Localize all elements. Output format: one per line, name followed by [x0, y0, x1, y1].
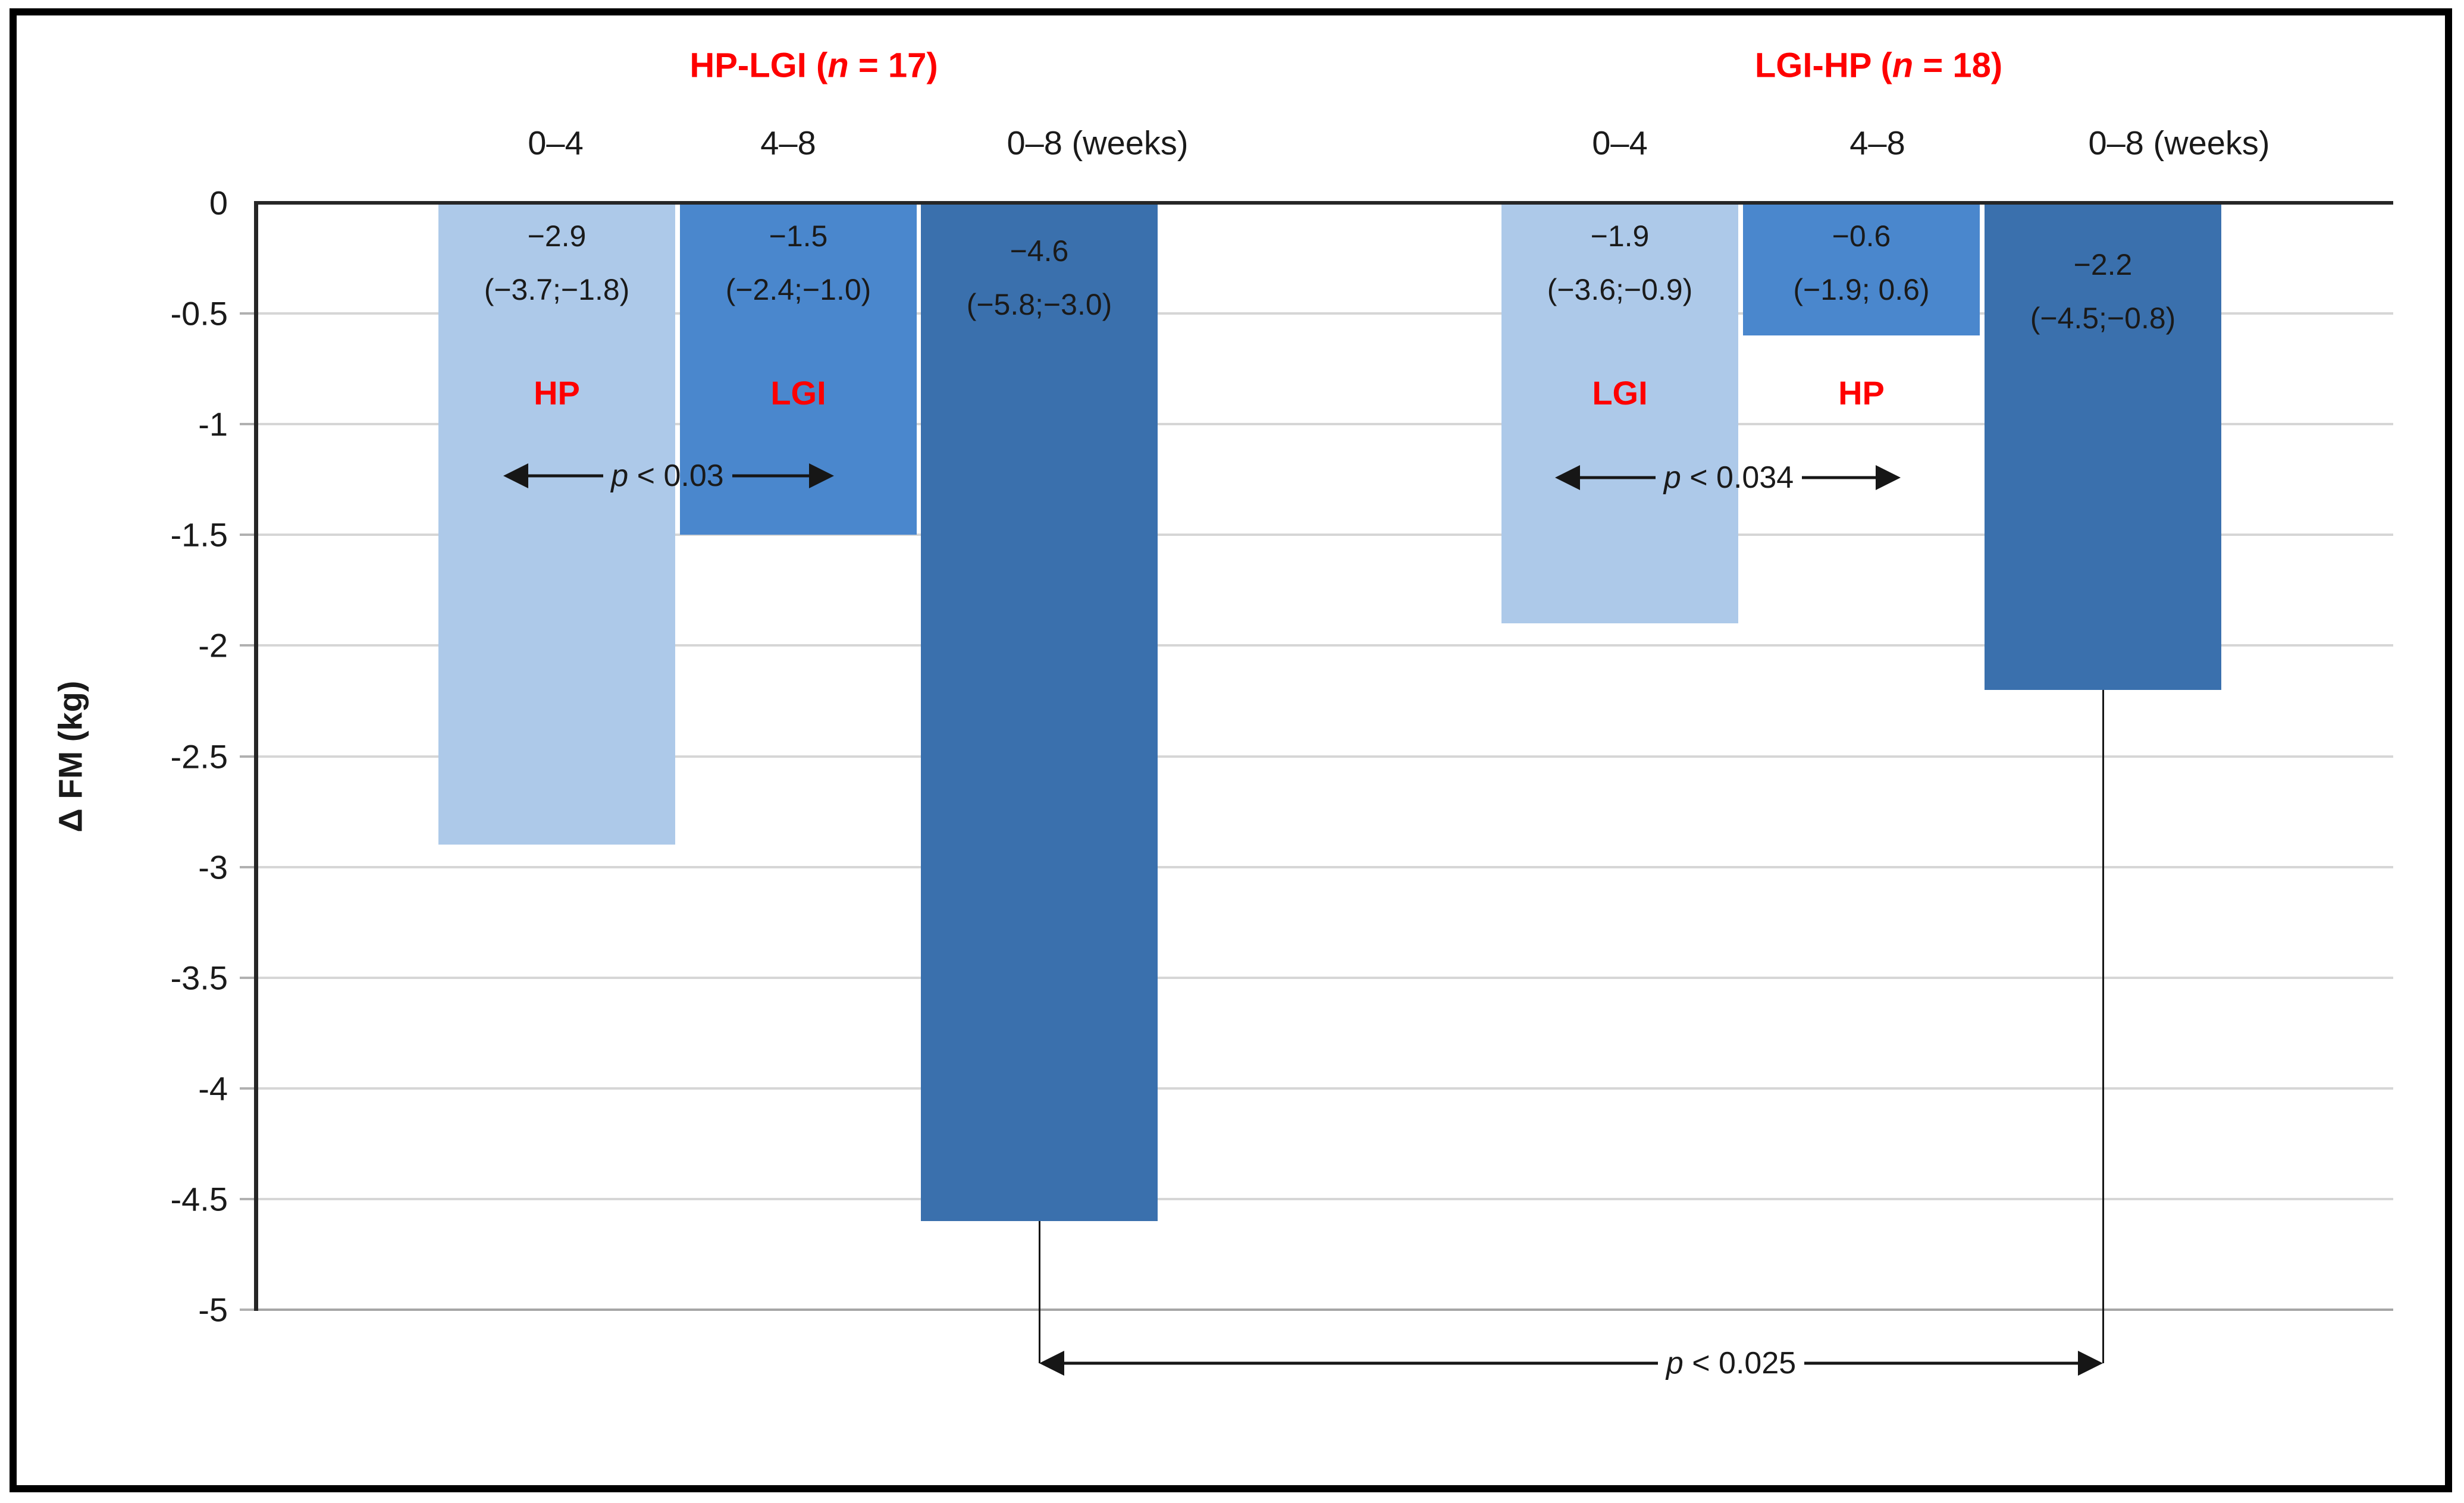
p-arrow-line: [1573, 476, 1656, 479]
within-group-p-annotation: p < 0.03: [503, 458, 834, 494]
group-title-n: n: [827, 46, 849, 85]
p-symbol: p: [611, 459, 629, 493]
p-value: < 0.025: [1683, 1346, 1797, 1380]
diet-label: LGI: [770, 374, 826, 412]
y-tick-label: -3: [198, 848, 228, 886]
p-value-text: p < 0.025: [1666, 1345, 1796, 1381]
group-title-prefix: LGI-HP (: [1754, 46, 1892, 85]
y-axis-tick: [240, 1198, 254, 1200]
gridline: [254, 312, 2393, 315]
column-header: 0–4: [528, 124, 584, 162]
bar-value-label: −4.6: [1010, 234, 1069, 268]
y-tick-label: -3.5: [170, 959, 228, 997]
column-header: 0–8 (weeks): [1007, 124, 1189, 162]
y-axis-tick: [240, 977, 254, 979]
bar-ci-label: (−3.6;−0.9): [1547, 273, 1693, 306]
x-axis-line: [254, 201, 2393, 205]
gridline: [254, 534, 2393, 536]
bar-ci-label: (−1.9; 0.6): [1793, 273, 1930, 306]
bar: [921, 205, 1158, 1221]
bar-ci-label: (−4.5;−0.8): [2030, 302, 2176, 335]
y-tick-label: -5: [198, 1291, 228, 1329]
column-header: 0–8 (weeks): [2088, 124, 2270, 162]
p-value: < 0.03: [628, 459, 724, 493]
gridline: [254, 423, 2393, 425]
y-axis-title: Δ FM (kg): [51, 680, 89, 833]
bar-value-label: −2.2: [2073, 248, 2133, 281]
column-header: 4–8: [760, 124, 816, 162]
y-axis-tick: [240, 1087, 254, 1090]
gridline: [254, 977, 2393, 979]
y-axis-tick: [240, 644, 254, 647]
y-tick-label: -2.5: [170, 738, 228, 776]
bar-label: −2.9 (−3.7;−1.8): [438, 209, 675, 316]
p-value: < 0.034: [1681, 460, 1794, 495]
y-axis-tick: [240, 755, 254, 758]
y-axis-tick: [240, 534, 254, 536]
y-tick-label: -4: [198, 1069, 228, 1107]
group-title-prefix: HP-LGI (: [689, 46, 828, 85]
p-arrow-line: [1802, 476, 1883, 479]
group-title: LGI-HP (n = 18): [1755, 46, 2002, 86]
annotation-drop-line: [2102, 690, 2104, 1363]
y-axis-tick: [240, 312, 254, 315]
y-tick-label: -0.5: [170, 294, 228, 332]
y-tick-label: 0: [209, 184, 228, 222]
p-arrow-line: [1804, 1361, 2085, 1365]
y-tick-label: -2: [198, 626, 228, 664]
figure-border: [10, 8, 2452, 1492]
bar-value-label: −0.6: [1832, 219, 1891, 253]
annotation-drop-line: [1039, 1221, 1040, 1363]
bar-label: −4.6 (−5.8;−3.0): [921, 224, 1158, 331]
group-title-suffix: = 18): [1913, 46, 2003, 85]
y-axis-tick: [240, 423, 254, 425]
bar-value-label: −1.5: [769, 219, 828, 253]
bar-ci-label: (−3.7;−1.8): [484, 273, 630, 306]
group-title-suffix: = 17): [848, 46, 938, 85]
bar: [1985, 205, 2221, 690]
gridline: [254, 1087, 2393, 1090]
diet-label: HP: [1838, 374, 1885, 412]
bar-value-label: −2.9: [527, 219, 587, 253]
p-symbol: p: [1666, 1346, 1684, 1380]
bar-value-label: −1.9: [1590, 219, 1650, 253]
bar-label: −0.6 (−1.9; 0.6): [1743, 209, 1980, 316]
bar-label: −1.5 (−2.4;−1.0): [680, 209, 917, 316]
bar: [680, 205, 917, 535]
p-arrow-line: [521, 474, 603, 478]
bar: [1501, 205, 1738, 623]
gridline: [254, 755, 2393, 758]
gridline: [254, 1309, 2393, 1311]
y-axis-line: [254, 201, 258, 1311]
bar-label: −2.2 (−4.5;−0.8): [1985, 238, 2221, 345]
p-value-text: p < 0.03: [611, 458, 723, 494]
gridline: [254, 644, 2393, 647]
diet-label: LGI: [1592, 374, 1648, 412]
between-group-p-annotation: p < 0.025: [1039, 1345, 2103, 1381]
y-tick-label: -1.5: [170, 516, 228, 554]
bar-ci-label: (−2.4;−1.0): [725, 273, 872, 306]
y-axis-tick: [240, 866, 254, 868]
p-arrow-line: [732, 474, 817, 478]
y-axis-tick: [240, 1309, 254, 1311]
gridline: [254, 1198, 2393, 1200]
p-symbol: p: [1663, 460, 1681, 495]
within-group-p-annotation: p < 0.034: [1555, 460, 1901, 495]
bar-label: −1.9 (−3.6;−0.9): [1501, 209, 1738, 316]
gridline: [254, 866, 2393, 868]
bar: [1743, 205, 1980, 335]
group-title: HP-LGI (n = 17): [689, 46, 938, 86]
bar: [438, 205, 675, 845]
bar-ci-label: (−5.8;−3.0): [966, 288, 1112, 321]
column-header: 0–4: [1592, 124, 1648, 162]
diet-label: HP: [534, 374, 580, 412]
y-tick-label: -4.5: [170, 1180, 228, 1218]
y-tick-label: -1: [198, 405, 228, 443]
group-title-n: n: [1892, 46, 1914, 85]
p-value-text: p < 0.034: [1664, 460, 1794, 495]
p-arrow-line: [1057, 1361, 1658, 1365]
column-header: 4–8: [1849, 124, 1905, 162]
